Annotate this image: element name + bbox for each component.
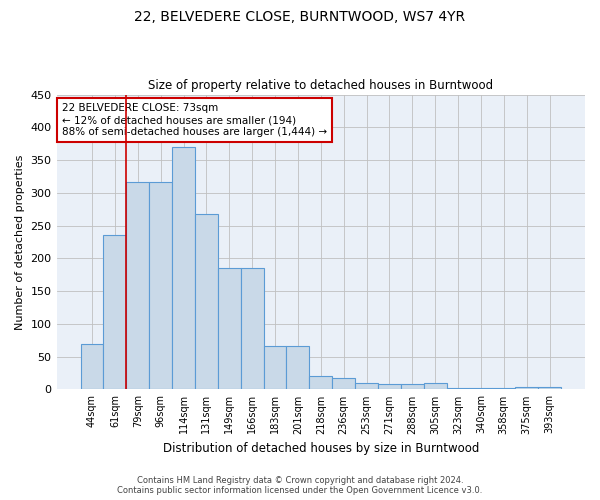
Bar (103, 235, 127, 390)
Y-axis label: Number of detached properties: Number of detached properties (15, 154, 25, 330)
Bar (127, 182, 149, 390)
X-axis label: Distribution of detached houses by size in Burntwood: Distribution of detached houses by size … (163, 442, 479, 455)
Bar (218, 268, 241, 390)
Bar (378, 384, 401, 390)
Bar (538, 387, 561, 390)
Bar (469, 388, 493, 390)
Bar (355, 383, 378, 390)
Bar (195, 214, 218, 390)
Bar (446, 388, 469, 390)
Bar (149, 182, 172, 390)
Bar (241, 268, 263, 390)
Text: 22, BELVEDERE CLOSE, BURNTWOOD, WS7 4YR: 22, BELVEDERE CLOSE, BURNTWOOD, WS7 4YR (134, 10, 466, 24)
Bar (263, 346, 286, 390)
Bar (493, 388, 515, 390)
Bar (286, 346, 310, 390)
Bar (172, 147, 195, 390)
Bar (424, 383, 446, 390)
Text: Contains HM Land Registry data © Crown copyright and database right 2024.
Contai: Contains HM Land Registry data © Crown c… (118, 476, 482, 495)
Bar (332, 378, 355, 390)
Title: Size of property relative to detached houses in Burntwood: Size of property relative to detached ho… (148, 79, 493, 92)
Text: 22 BELVEDERE CLOSE: 73sqm
← 12% of detached houses are smaller (194)
88% of semi: 22 BELVEDERE CLOSE: 73sqm ← 12% of detac… (62, 104, 327, 136)
Bar (401, 384, 424, 390)
Bar (515, 388, 538, 390)
Bar (80, 344, 103, 390)
Bar (310, 376, 332, 390)
